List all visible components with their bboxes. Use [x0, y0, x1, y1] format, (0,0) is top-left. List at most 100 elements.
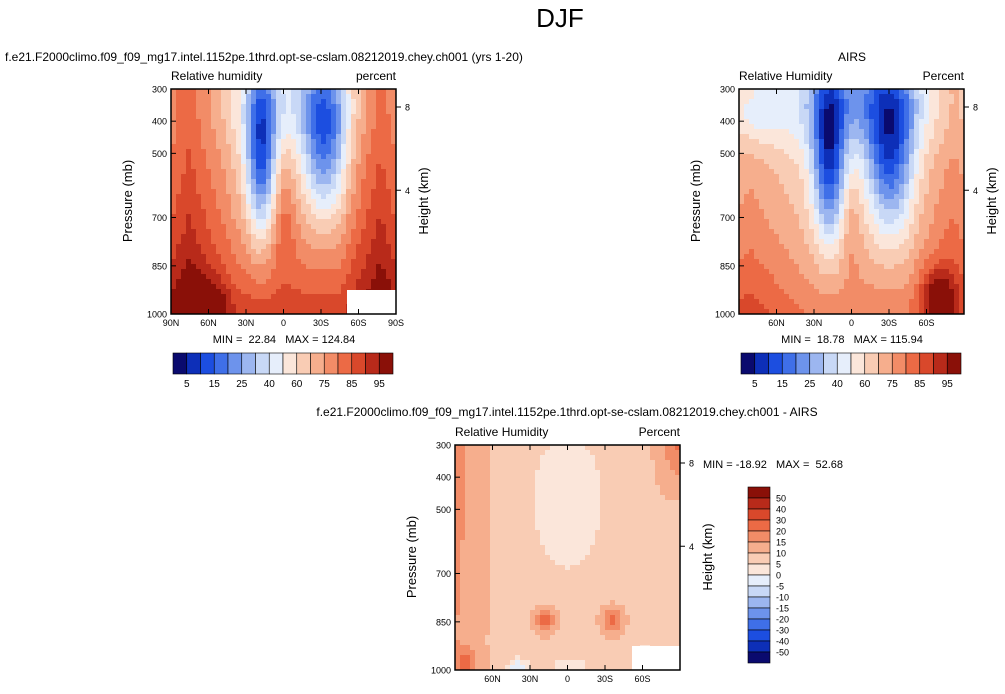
heatmap-cell — [934, 124, 940, 130]
heatmap-cell — [779, 144, 785, 150]
heatmap-cell — [929, 284, 935, 290]
heatmap-cell — [276, 294, 282, 300]
heatmap-cell — [625, 485, 631, 491]
heatmap-cell — [186, 229, 192, 235]
heatmap-cell — [331, 94, 337, 100]
heatmap-cell — [754, 189, 760, 195]
heatmap-cell — [276, 174, 282, 180]
heatmap-cell — [620, 465, 626, 471]
heatmap-cell — [864, 264, 870, 270]
heatmap-cell — [640, 505, 646, 511]
heatmap-cell — [271, 159, 277, 165]
heatmap-cell — [959, 299, 965, 305]
heatmap-cell — [281, 139, 287, 145]
heatmap-cell — [241, 279, 247, 285]
heatmap-cell — [849, 134, 855, 140]
heatmap-cell — [181, 224, 187, 230]
heatmap-cell — [779, 149, 785, 155]
heatmap-cell — [774, 239, 780, 245]
heatmap-cell — [346, 114, 352, 120]
heatmap-cell — [749, 254, 755, 260]
heatmap-cell — [859, 279, 865, 285]
heatmap-cell — [904, 134, 910, 140]
heatmap-cell — [381, 274, 387, 280]
colorbar-swatch — [310, 352, 325, 375]
heatmap-cell — [660, 460, 666, 466]
heatmap-cell — [819, 169, 825, 175]
heatmap-cell — [650, 475, 656, 481]
heatmap-cell — [331, 99, 337, 105]
heatmap-cell — [944, 119, 950, 125]
heatmap-cell — [311, 289, 317, 295]
heatmap-cell — [849, 244, 855, 250]
heatmap-cell — [899, 89, 905, 95]
heatmap-cell — [874, 179, 880, 185]
heatmap-cell — [216, 149, 222, 155]
heatmap-cell — [854, 249, 860, 255]
heatmap-cell — [191, 224, 197, 230]
heatmap-cell — [909, 214, 915, 220]
heatmap-cell — [849, 139, 855, 145]
heatmap-cell — [884, 214, 890, 220]
heatmap-cell — [455, 465, 461, 471]
heatmap-cell — [869, 189, 875, 195]
heatmap-cell — [749, 304, 755, 310]
heatmap-cell — [879, 254, 885, 260]
heatmap-cell — [261, 154, 267, 160]
heatmap-cell — [834, 174, 840, 180]
heatmap-cell — [301, 194, 307, 200]
heatmap-cell — [376, 224, 382, 230]
heatmap-cell — [939, 119, 945, 125]
heatmap-cell — [640, 475, 646, 481]
heatmap-cell — [266, 279, 272, 285]
heatmap-cell — [276, 299, 282, 305]
heatmap-cell — [804, 134, 810, 140]
heatmap-cell — [744, 239, 750, 245]
heatmap-cell — [769, 274, 775, 280]
heatmap-cell — [899, 259, 905, 265]
heatmap-cell — [754, 119, 760, 125]
heatmap-cell — [580, 445, 586, 451]
heatmap-cell — [824, 304, 830, 310]
heatmap-cell — [774, 119, 780, 125]
heatmap-cell — [660, 505, 666, 511]
heatmap-cell — [296, 294, 302, 300]
heatmap-cell — [894, 154, 900, 160]
heatmap-cell — [321, 139, 327, 145]
heatmap-cell — [475, 500, 481, 506]
heatmap-cell — [386, 169, 392, 175]
heatmap-cell — [869, 94, 875, 100]
heatmap-cell — [739, 214, 745, 220]
heatmap-cell — [924, 104, 930, 110]
heatmap-cell — [914, 174, 920, 180]
heatmap-cell — [206, 299, 212, 305]
heatmap-cell — [839, 239, 845, 245]
heatmap-cell — [490, 520, 496, 526]
heatmap-cell — [739, 194, 745, 200]
heatmap-cell — [804, 124, 810, 130]
heatmap-cell — [326, 289, 332, 295]
heatmap-cell — [789, 189, 795, 195]
heatmap-cell — [386, 94, 392, 100]
heatmap-cell — [490, 495, 496, 501]
heatmap-cell — [251, 89, 257, 95]
heatmap-cell — [381, 284, 387, 290]
heatmap-cell — [186, 89, 192, 95]
heatmap-cell — [266, 119, 272, 125]
heatmap-cell — [650, 450, 656, 456]
heatmap-cell — [500, 495, 506, 501]
heatmap-cell — [585, 515, 591, 521]
heatmap-cell — [844, 299, 850, 305]
heatmap-cell — [759, 254, 765, 260]
heatmap-cell — [675, 460, 681, 466]
heatmap-cell — [326, 239, 332, 245]
heatmap-cell — [959, 199, 965, 205]
heatmap-cell — [460, 470, 466, 476]
heatmap-cell — [849, 274, 855, 280]
heatmap-cell — [580, 515, 586, 521]
heatmap-cell — [585, 450, 591, 456]
heatmap-cell — [844, 154, 850, 160]
heatmap-cell — [366, 219, 372, 225]
heatmap-cell — [620, 485, 626, 491]
heatmap-cell — [874, 174, 880, 180]
